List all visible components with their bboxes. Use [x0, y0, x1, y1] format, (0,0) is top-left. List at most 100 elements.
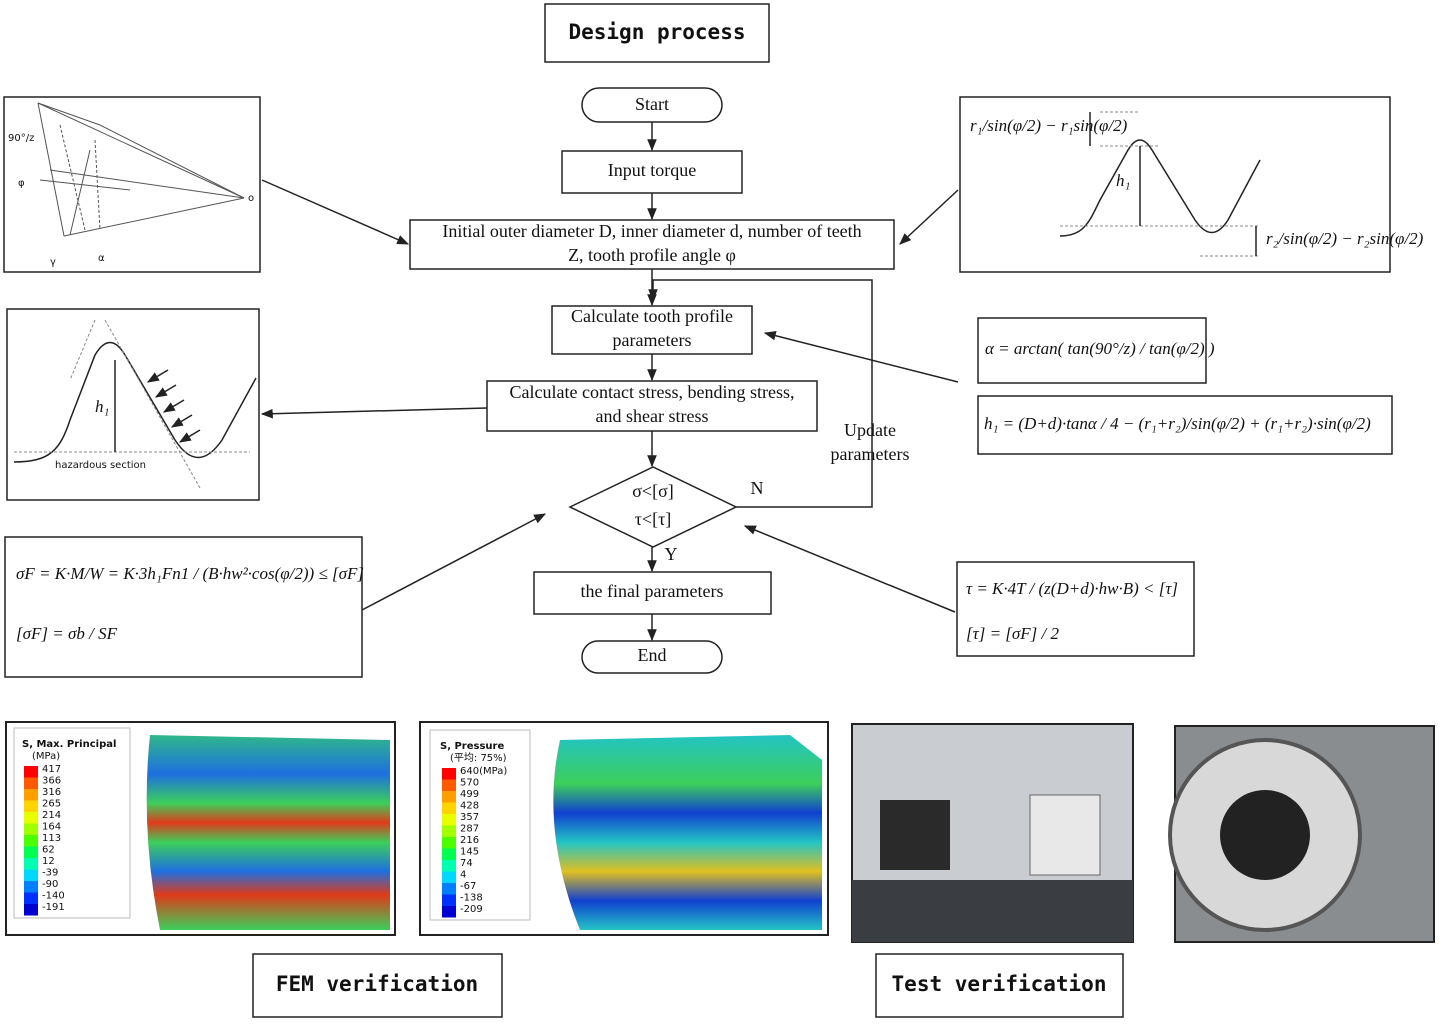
label: γ: [50, 257, 56, 268]
legend-swatch: [442, 768, 456, 780]
legend-value: 357: [460, 812, 479, 823]
legend-swatch: [442, 883, 456, 895]
legend-swatch: [442, 860, 456, 872]
line: parameters: [831, 444, 910, 464]
legend-swatch: [442, 791, 456, 803]
legend-swatch: [24, 766, 38, 778]
legend-value: 366: [42, 776, 61, 787]
label: h₁: [1116, 171, 1130, 190]
line: and shear stress: [596, 406, 709, 426]
legend-swatch: [24, 846, 38, 858]
decision-node: [568, 466, 738, 548]
final-node: [533, 571, 772, 615]
end-label: End: [638, 645, 667, 665]
legend-value: -67: [460, 881, 476, 892]
tooth-curve: [1059, 139, 1261, 237]
caption: Test verification: [892, 972, 1107, 996]
alpha-formula-box: [977, 317, 1207, 384]
photo-motor: [880, 800, 950, 870]
bending-formula: σF = K·M/W = K·3h₁Fn1 / (B·hw²·cos(φ/2))…: [16, 564, 364, 643]
legend-value: 113: [42, 833, 61, 844]
gear-bore: [1220, 790, 1310, 880]
legend-title: S, Pressure: [440, 741, 504, 752]
initial-node: [409, 219, 895, 270]
legend-swatch: [24, 777, 38, 789]
stress-node: [486, 380, 818, 432]
legend-value: 145: [460, 847, 479, 858]
legend-swatch: [24, 823, 38, 835]
guide-lines: [1060, 111, 1260, 257]
legend-swatch: [24, 881, 38, 893]
legend-value: -209: [460, 904, 483, 915]
legend-value: 417: [42, 764, 61, 775]
legend-value: 4: [460, 870, 466, 881]
start-label: Start: [635, 94, 669, 114]
initial-label: Initial outer diameter D, inner diameter…: [442, 221, 861, 265]
shear-formula: τ = K·4T / (z(D+d)·hw·B) < [τ] [τ] = [σF]…: [966, 579, 1178, 643]
legend-swatch: [442, 848, 456, 860]
label: α: [98, 253, 105, 264]
legend-value: 265: [42, 799, 61, 810]
line: [σF] = σb / SF: [16, 624, 118, 643]
legend-value: 428: [460, 801, 479, 812]
cone-labels: 90°/z φ γ α o: [8, 133, 254, 268]
line: parameters: [613, 330, 692, 350]
legend-value: 74: [460, 858, 473, 869]
line: Calculate tooth profile: [571, 306, 733, 326]
flow-arrows: [260, 122, 959, 642]
legend-swatch: [442, 802, 456, 814]
legend-value: 214: [42, 810, 61, 821]
legend-unit: (平均: 75%): [450, 752, 507, 764]
line: Calculate contact stress, bending stress…: [510, 382, 795, 402]
load-arrows: [146, 369, 201, 443]
input-label: Input torque: [608, 160, 696, 180]
label: φ: [18, 178, 25, 189]
legend-value: 216: [460, 835, 479, 846]
legend-value: -39: [42, 868, 58, 879]
stress-label: Calculate contact stress, bending stress…: [510, 382, 795, 426]
line: τ = K·4T / (z(D+d)·hw·B) < [τ]: [966, 579, 1178, 598]
line: σF = K·M/W = K·3h₁Fn1 / (B·hw²·cos(φ/2))…: [16, 564, 364, 583]
caption-box: [875, 953, 1124, 1018]
h-formula-box: [977, 395, 1393, 455]
caption-box: [252, 953, 503, 1018]
legend-swatch: [24, 789, 38, 801]
legend-swatch: [24, 835, 38, 847]
legend-value: -90: [42, 879, 58, 890]
no-label: N: [751, 478, 764, 498]
label: o: [248, 193, 254, 204]
line: σ<[σ]: [632, 481, 674, 501]
legend-swatch: [442, 837, 456, 849]
legend-value: 287: [460, 824, 479, 835]
title-box: [544, 3, 770, 63]
legend-value: 499: [460, 789, 479, 800]
legend-swatch: [442, 814, 456, 826]
legend-value: 640(MPa): [460, 766, 507, 777]
guide-lines: [14, 319, 250, 489]
title: Design process: [568, 20, 745, 44]
legend-value: 12: [42, 856, 55, 867]
fem-model: [146, 735, 390, 930]
line: Update: [844, 420, 896, 440]
update-label: Update parameters: [831, 420, 910, 464]
legend-swatch: [24, 869, 38, 881]
legend-value: -138: [460, 893, 483, 904]
final-label: the final parameters: [581, 581, 724, 601]
legend-value: -191: [42, 902, 65, 913]
legend-swatch: [442, 779, 456, 791]
line: [τ] = [σF] / 2: [966, 624, 1060, 643]
label: r₁/sin(φ/2) − r₁sin(φ/2): [970, 116, 1128, 135]
yes-label: Y: [665, 544, 678, 564]
cone-drawing: [37, 102, 245, 237]
shear-formula-box: [956, 561, 1195, 657]
legend-swatch: [24, 904, 38, 916]
legend-value: 570: [460, 778, 479, 789]
dimension-lines: [1089, 112, 1257, 256]
legend-value: 62: [42, 845, 55, 856]
legend-swatch: [442, 906, 456, 918]
hazard-figure: [6, 308, 260, 501]
legend-swatch: [24, 800, 38, 812]
legend-value: 164: [42, 822, 61, 833]
caption: FEM verification: [276, 972, 478, 996]
tooth-profile-figure: [959, 96, 1391, 273]
